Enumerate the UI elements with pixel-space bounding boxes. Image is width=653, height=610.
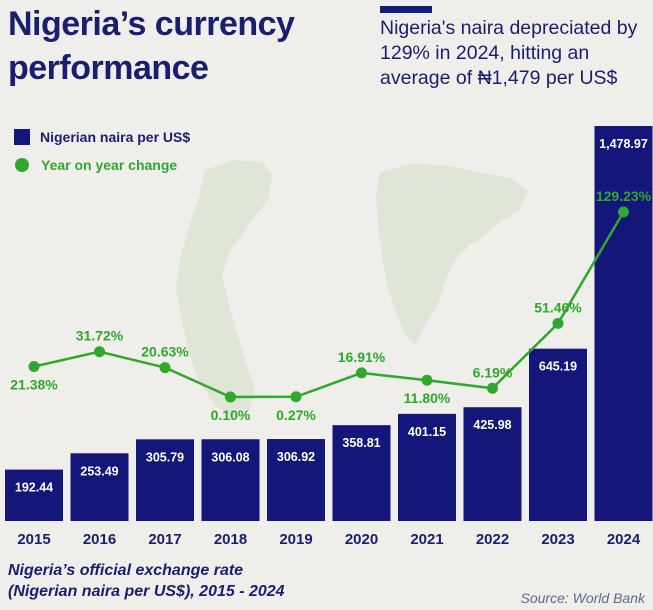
bar-label-2016: 253.49 [80,464,118,478]
bar-2019 [267,439,325,521]
x-axis-tick-labels: 2015 2016 2017 2018 2019 2020 2021 2022 2023 2024 [17,531,641,548]
yoy-label-2021: 11.80% [404,390,451,406]
yoy-point-2015 [28,361,40,373]
x-tick-2018: 2018 [214,531,247,548]
bar-label-2023: 645.19 [539,360,577,374]
yoy-point-2018 [225,391,236,403]
bar-label-2024: 1,478.97 [599,137,648,151]
yoy-label-2022: 6.19% [473,364,513,380]
legend-line-label: Year on year change [41,157,178,173]
x-tick-2024: 2024 [607,531,641,548]
yoy-point-2021 [421,374,433,386]
page-subtitle: Nigeria's naira depreciated by 129% in 2… [380,17,638,89]
yoy-point-2024 [618,206,629,218]
bar-label-2017: 305.79 [146,450,184,464]
bar-label-2022: 425.98 [473,418,511,432]
bar-value-labels: 192.44 253.49 305.79 306.08 306.92 358.81 401.… [15,137,648,495]
chart-caption-line2: (Nigerian naira per US$), 2015 - 2024 [8,583,285,600]
yoy-label-2017: 20.63% [141,344,189,360]
yoy-point-2023 [552,317,564,329]
bar-label-2015: 192.44 [15,481,53,495]
bar-2023 [529,348,587,521]
x-tick-2021: 2021 [410,531,443,548]
subtitle-accent-bar [380,6,432,13]
legend-item-bar: Nigerian naira per US$ [14,126,190,148]
yoy-label-2023: 51.46% [534,299,582,315]
bar-2024 [594,126,653,521]
chart-caption: Nigeria’s official exchange rate (Nigeri… [8,560,285,602]
yoy-change-labels: 21.38% 31.72% 20.63% 0.10% 0.27% 16.91% 11.80%… [10,188,651,423]
page-title: Nigeria’s currency performance [8,5,295,87]
yoy-label-2024: 129.23% [596,188,652,204]
bar-2018 [201,439,260,521]
bar-2022 [463,407,522,521]
yoy-point-2017 [159,362,171,374]
x-tick-2016: 2016 [83,531,116,548]
bar-label-2018: 306.08 [211,450,249,464]
bar-2016 [70,453,129,521]
legend: Nigerian naira per US$ Year on year chan… [14,126,190,182]
yoy-label-2018: 0.10% [211,407,251,423]
legend-line-swatch [15,158,29,172]
yoy-label-2015: 21.38% [10,377,58,393]
yoy-label-2019: 0.27% [276,407,316,423]
yoy-change-points [28,206,629,403]
nigeria-map-silhouette [176,160,528,420]
bar-2020 [332,425,391,521]
legend-bar-swatch [14,129,30,145]
yoy-point-2022 [487,382,498,394]
yoy-point-2016 [94,346,105,358]
x-tick-2017: 2017 [148,531,181,548]
x-tick-2015: 2015 [17,531,50,548]
yoy-change-line [33,211,625,399]
bar-2021 [398,413,456,521]
bar-label-2020: 358.81 [342,436,380,450]
x-tick-2019: 2019 [279,531,312,548]
yoy-label-2016: 31.72% [76,328,124,344]
chart-caption-line1: Nigeria’s official exchange rate [8,562,244,579]
yoy-label-2020: 16.91% [338,349,386,365]
yoy-point-2019 [290,391,302,403]
bar-2017 [136,439,194,521]
bar-label-2021: 401.15 [408,425,446,439]
source-note: Source: World Bank [520,590,646,606]
bar-2015 [5,469,63,521]
x-tick-2022: 2022 [476,531,509,548]
yoy-point-2020 [356,367,367,379]
legend-bar-label: Nigerian naira per US$ [40,129,191,145]
x-tick-2020: 2020 [345,531,378,548]
bar-series [5,126,653,521]
bar-label-2019: 306.92 [277,450,315,464]
x-tick-2023: 2023 [541,531,574,548]
legend-item-line: Year on year change [14,154,190,176]
